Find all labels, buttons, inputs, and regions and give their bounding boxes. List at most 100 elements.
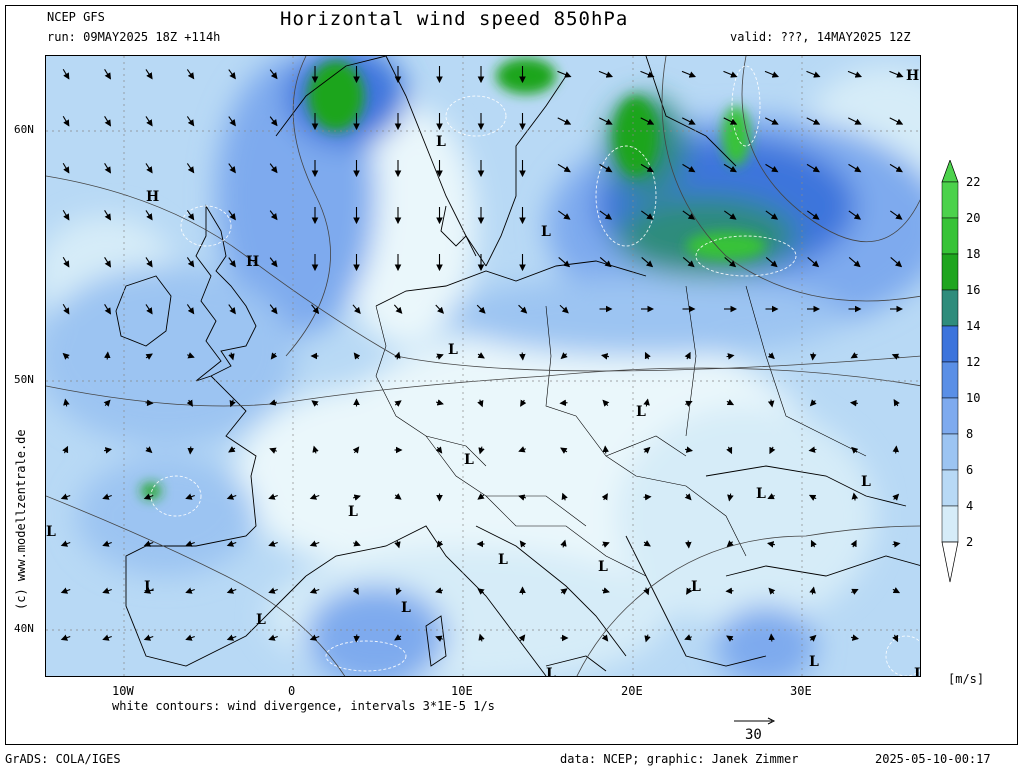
wind-vector [559, 399, 568, 407]
wind-vector [309, 493, 320, 500]
wind-vector [889, 163, 903, 173]
wind-vector [63, 398, 70, 407]
wind-vector [309, 634, 320, 641]
pressure-system-label: L [691, 579, 701, 595]
wind-vector [62, 352, 70, 360]
coast-black-sea-south [725, 555, 920, 577]
wind-vector [477, 399, 484, 408]
wind-vector [145, 399, 154, 407]
wind-vector [682, 257, 695, 268]
wind-vector [599, 210, 613, 220]
wind-vector [641, 210, 654, 220]
wind-vector [723, 163, 737, 173]
wind-vector [764, 70, 780, 78]
wind-vector [478, 633, 485, 642]
wind-vector [186, 257, 195, 268]
wind-vector [226, 587, 237, 594]
reference-vector-label: 30 [745, 727, 762, 743]
lon-label-10w: 10W [112, 684, 134, 698]
colorbar: 22 20 18 16 14 12 10 8 6 4 2 [941, 160, 980, 583]
model-name: NCEP GFS [47, 10, 105, 24]
wind-vector [352, 446, 360, 454]
wind-vector [726, 540, 734, 548]
wind-vector [681, 70, 697, 78]
wind-vector [850, 539, 857, 548]
wind-vector [60, 587, 71, 594]
wind-vector [145, 69, 153, 80]
wind-vector [435, 587, 444, 594]
wind-vector [228, 304, 236, 315]
wind-vector [809, 634, 817, 642]
wind-vector [766, 541, 776, 548]
wind-vector [435, 304, 445, 314]
wind-vector [601, 634, 609, 642]
lon-label-20e: 20E [621, 684, 643, 698]
wind-vector [809, 586, 816, 595]
wind-vector [311, 400, 319, 407]
wind-vector [725, 587, 734, 595]
map-svg: H H H L L L L L L L L L L L L L L L L L L [46, 56, 921, 677]
wind-vector [643, 398, 650, 407]
reference-vector-arrow [734, 717, 776, 725]
wind-vector [643, 587, 650, 596]
wind-vector [62, 68, 70, 80]
wind-vector [727, 493, 734, 502]
wind-vector [519, 352, 526, 361]
coast-ireland [115, 275, 172, 347]
lat-label-60n: 60N [14, 123, 34, 136]
wind-vector [640, 163, 654, 173]
wind-vector [435, 446, 443, 454]
wind-vector [185, 493, 195, 500]
wind-vector [850, 634, 860, 641]
wind-vector [394, 634, 402, 641]
wind-vector [559, 304, 569, 314]
pressure-system-label: H [246, 254, 259, 270]
wind-vector [724, 257, 737, 268]
wind-vector [229, 399, 236, 408]
colorbar-segment [941, 505, 959, 543]
wind-vector [644, 351, 651, 360]
pressure-system-label: L [861, 474, 871, 490]
pressure-system-label: L [464, 452, 474, 468]
wind-vector [808, 494, 817, 501]
wind-vector [847, 70, 863, 78]
wind-vector [850, 352, 858, 359]
wind-vector [312, 445, 319, 454]
wind-vector [269, 210, 278, 221]
wind-vector [851, 492, 859, 501]
colorbar-segment [941, 433, 959, 471]
wind-vector [353, 634, 360, 643]
pressure-system-label: L [914, 666, 921, 677]
coastlines [115, 56, 920, 676]
colorbar-segment [941, 253, 959, 291]
wind-vector [228, 446, 236, 453]
wind-vector [352, 587, 359, 595]
graticule [46, 56, 920, 676]
colorbar-label: 10 [966, 391, 980, 405]
wind-vector [268, 493, 278, 500]
wind-vector [104, 210, 112, 221]
wind-vector [601, 493, 608, 501]
wind-vector [435, 635, 443, 642]
wind-vector [558, 257, 571, 268]
pressure-system-label: L [598, 559, 608, 575]
wind-vector [395, 587, 402, 596]
wind-vector [145, 446, 153, 454]
wind-vector [890, 257, 903, 268]
wind-maxima [141, 58, 766, 499]
divergence-contours [150, 65, 920, 676]
coast-italy-west [305, 525, 547, 676]
contours-note: white contours: wind divergence, interva… [112, 699, 495, 713]
wind-vector [643, 446, 651, 454]
pressure-system-label: L [756, 486, 766, 502]
wind-vector [682, 163, 696, 173]
wind-vector [228, 69, 236, 80]
wind-vector [478, 446, 485, 455]
wind-vector [643, 540, 651, 547]
pressure-system-label: H [906, 68, 919, 84]
wind-vector [269, 69, 278, 80]
wind-vector [560, 588, 568, 595]
copyright-watermark: (c) www.modellzentrale.de [14, 429, 28, 610]
wind-vector [810, 539, 817, 548]
coast-north-baltic [375, 260, 647, 307]
